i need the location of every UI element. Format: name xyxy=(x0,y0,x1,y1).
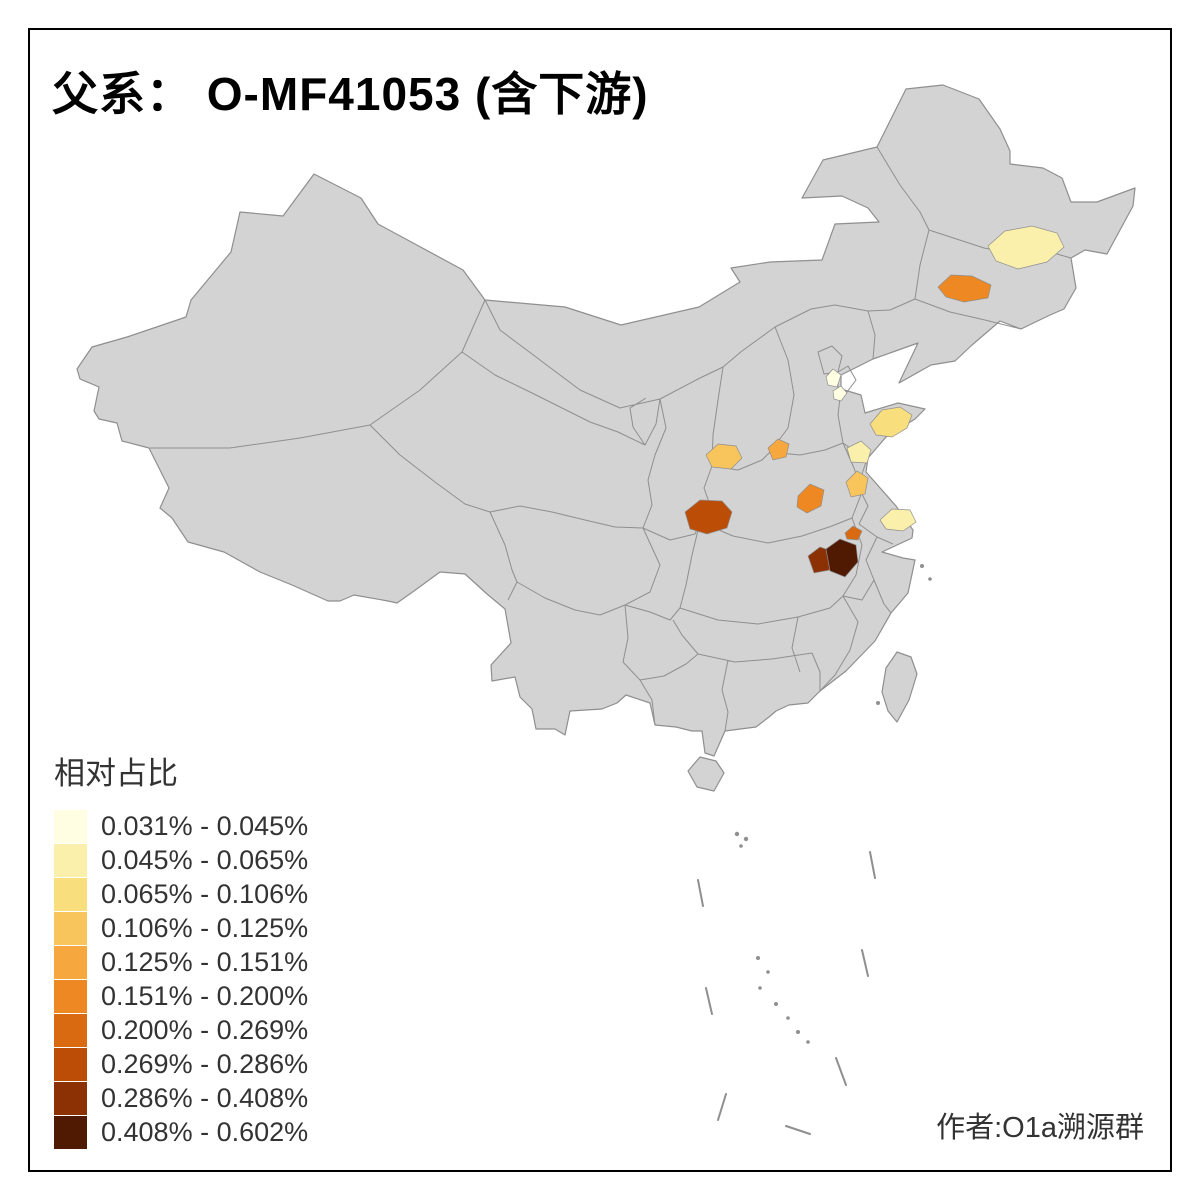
landmass xyxy=(76,84,1136,792)
legend-swatch xyxy=(54,979,87,1013)
region-beijing-pale-1 xyxy=(825,368,842,388)
region-shanxi-southeast xyxy=(767,438,790,461)
legend: 相对占比 0.031% - 0.045% 0.045% - 0.065% 0.065… xyxy=(54,748,308,1149)
hainan-island xyxy=(687,756,725,792)
legend-label: 0.151% - 0.200% xyxy=(101,980,309,1011)
legend-item: 0.065% - 0.106% xyxy=(54,877,308,911)
province-borders xyxy=(150,146,1072,732)
legend-label: 0.045% - 0.065% xyxy=(101,844,309,875)
region-guanzhong-dark xyxy=(684,499,733,535)
region-anhui-pale xyxy=(879,508,917,532)
legend-swatch xyxy=(54,1081,87,1115)
legend-label: 0.269% - 0.286% xyxy=(101,1048,309,1079)
legend-title: 相对占比 xyxy=(54,756,178,791)
legend-item: 0.106% - 0.125% xyxy=(54,911,308,945)
legend-swatch xyxy=(54,1047,87,1081)
author-credit: 作者:O1a溯源群 xyxy=(936,1112,1144,1144)
mainland-outline xyxy=(76,84,1136,757)
region-jilin-orange xyxy=(937,274,992,303)
nine-dash-line xyxy=(697,851,876,1135)
region-shandong-west xyxy=(846,440,872,464)
legend-item: 0.286% - 0.408% xyxy=(54,1081,308,1115)
highlighted-regions xyxy=(684,225,1065,578)
legend-label: 0.408% - 0.602% xyxy=(101,1116,309,1147)
legend-item: 0.200% - 0.269% xyxy=(54,1013,308,1047)
region-henan-east xyxy=(845,470,869,498)
legend-label: 0.106% - 0.125% xyxy=(101,912,309,943)
legend-items: 0.031% - 0.045% 0.045% - 0.065% 0.065% - 0… xyxy=(54,809,308,1149)
legend-item: 0.125% - 0.151% xyxy=(54,945,308,979)
legend-swatch xyxy=(54,945,87,979)
map-title: 父系： O-MF41053 (含下游) xyxy=(52,68,649,120)
legend-swatch xyxy=(54,1013,87,1047)
legend-swatch xyxy=(54,1115,87,1149)
region-shandong-peninsula xyxy=(869,406,913,438)
region-hubei-north-red xyxy=(844,525,863,541)
region-hubei-east-darkest xyxy=(825,538,859,578)
legend-label: 0.286% - 0.408% xyxy=(101,1082,309,1113)
legend-label: 0.125% - 0.151% xyxy=(101,946,309,977)
legend-item: 0.031% - 0.045% xyxy=(54,809,308,843)
legend-item: 0.269% - 0.286% xyxy=(54,1047,308,1081)
legend-item: 0.045% - 0.065% xyxy=(54,843,308,877)
legend-swatch xyxy=(54,877,87,911)
region-beijing-pale-2 xyxy=(832,385,848,402)
legend-swatch xyxy=(54,843,87,877)
taiwan-island xyxy=(881,651,918,723)
legend-label: 0.065% - 0.106% xyxy=(101,878,309,909)
region-henan-central xyxy=(796,483,825,514)
legend-swatch xyxy=(54,809,87,843)
legend-item: 0.408% - 0.602% xyxy=(54,1115,308,1149)
region-northeast-pale xyxy=(987,225,1065,270)
legend-label: 0.200% - 0.269% xyxy=(101,1014,309,1045)
region-shanxi-south xyxy=(705,443,743,470)
legend-label: 0.031% - 0.045% xyxy=(101,810,309,841)
south-china-sea xyxy=(697,564,932,1135)
legend-swatch xyxy=(54,911,87,945)
legend-item: 0.151% - 0.200% xyxy=(54,979,308,1013)
islets xyxy=(734,564,932,1044)
